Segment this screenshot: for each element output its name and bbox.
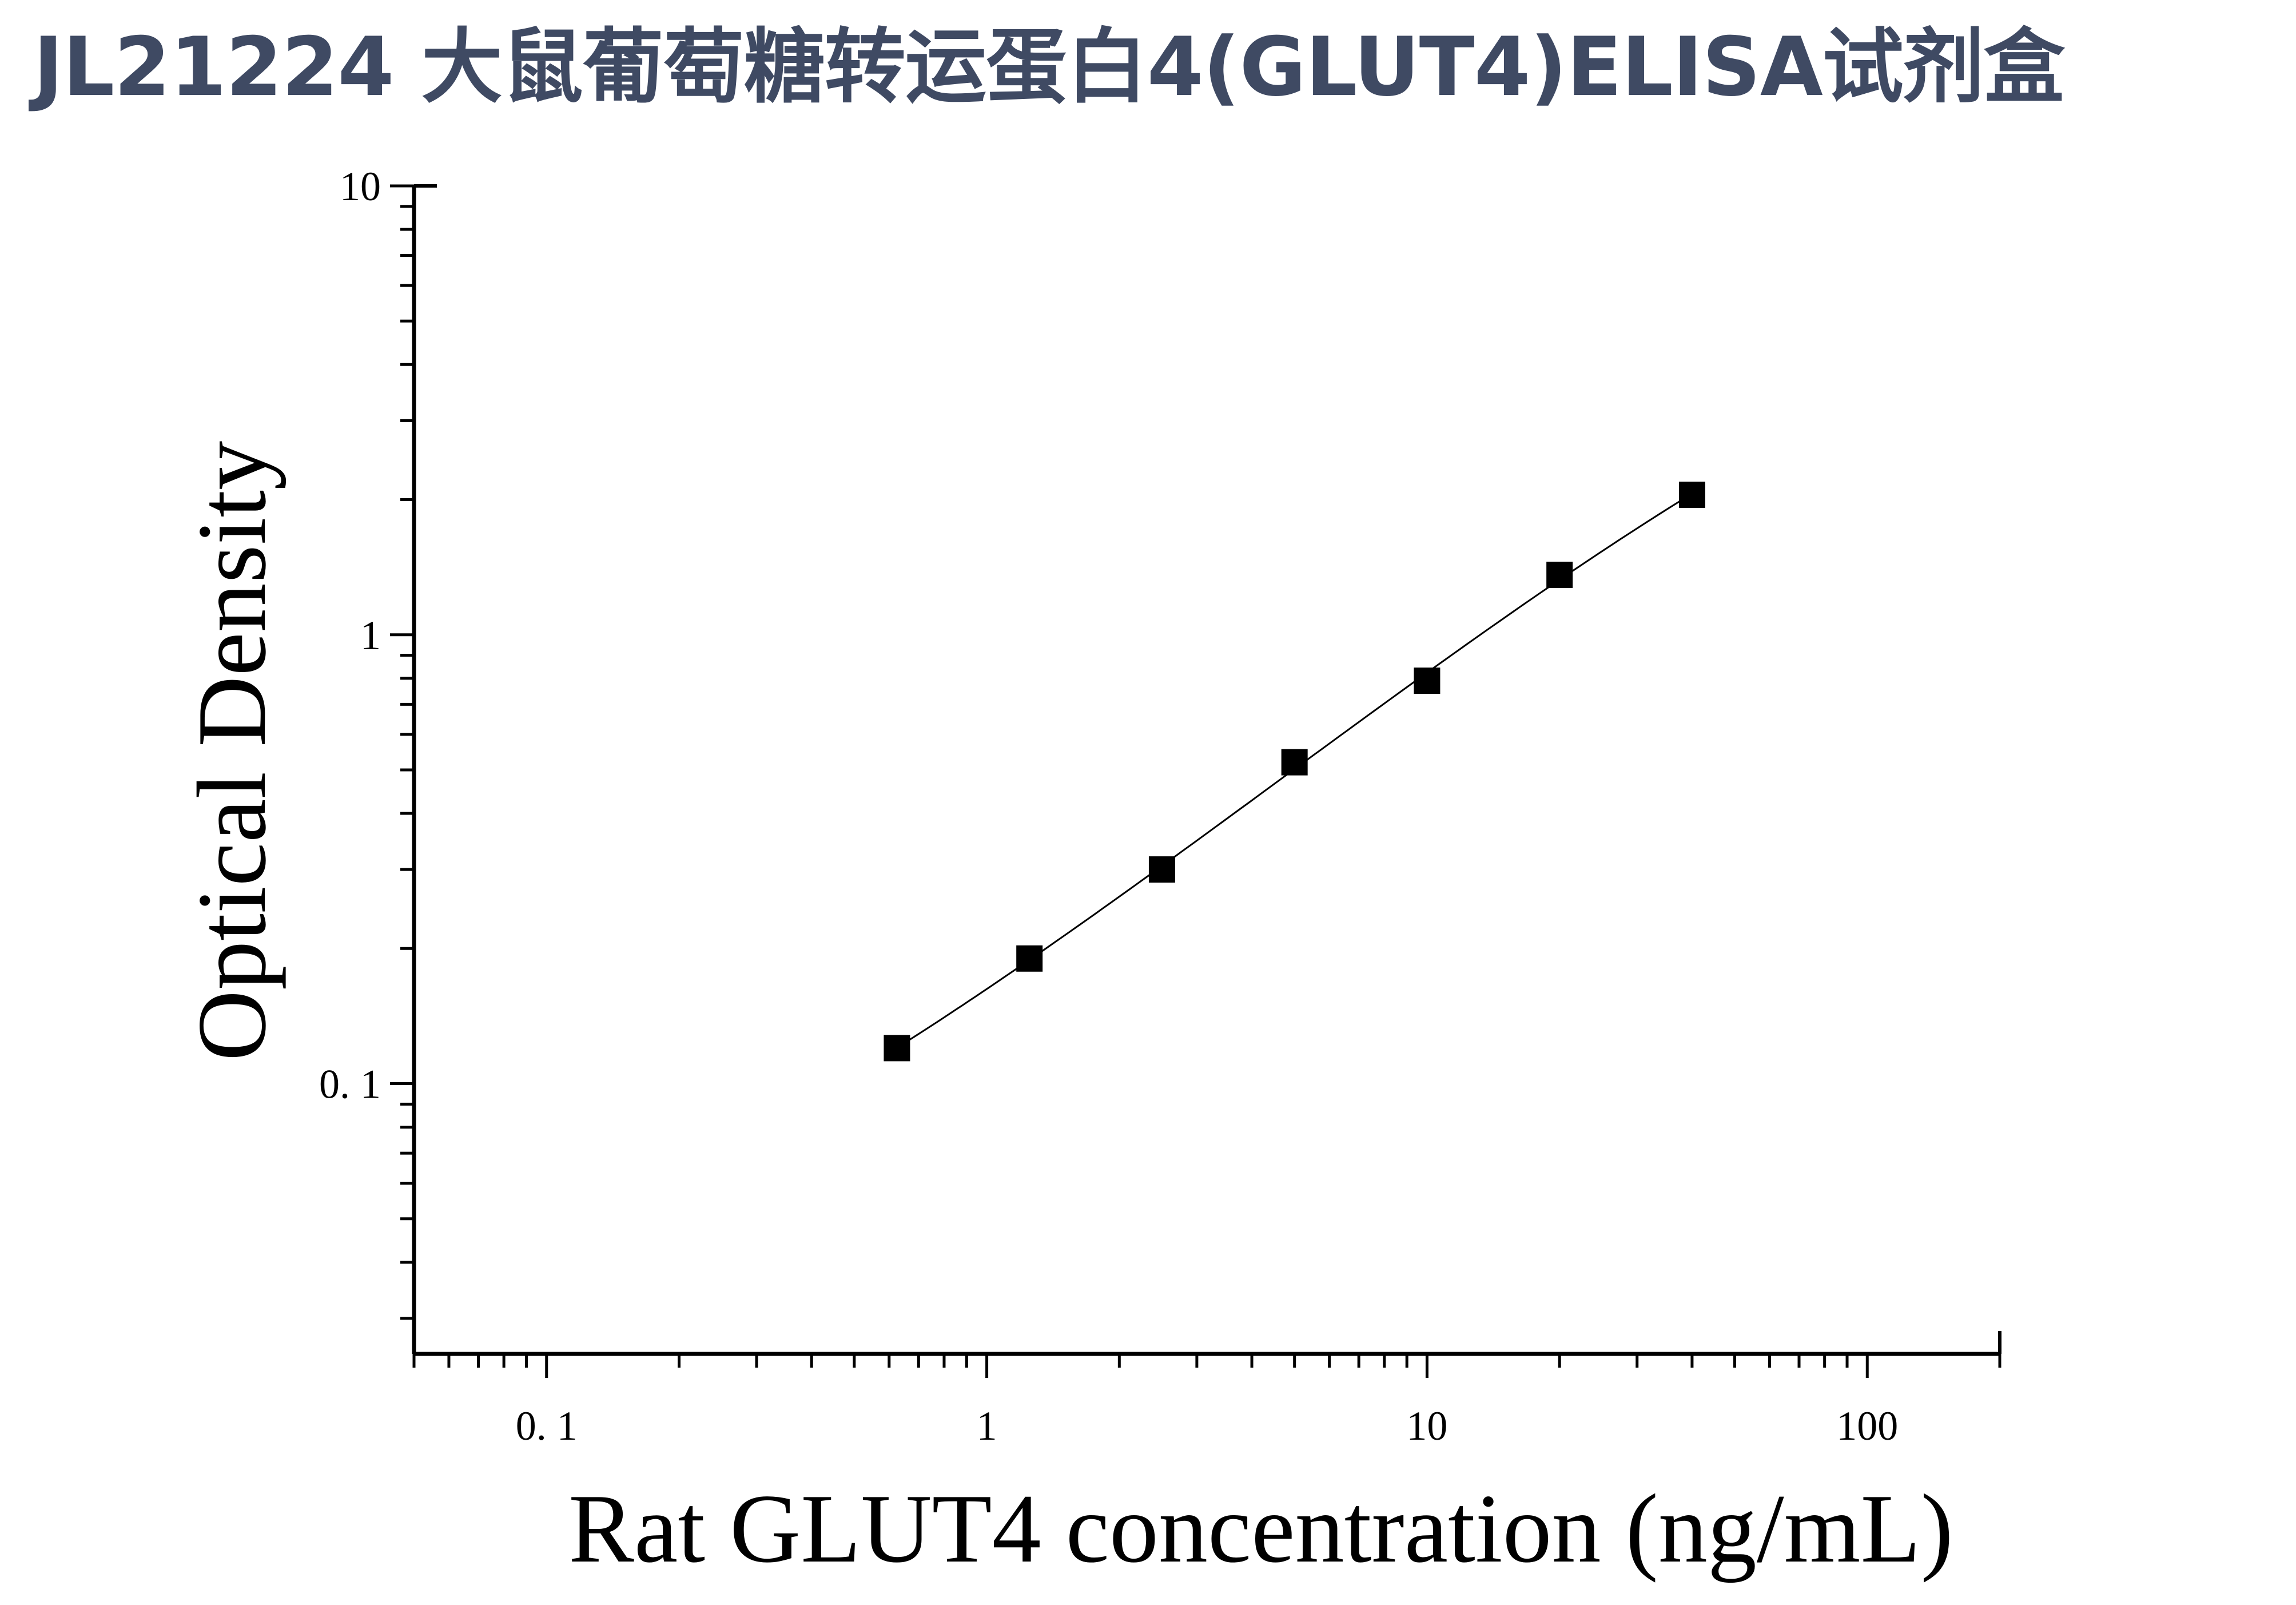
x-tick-label: 0. 1 (516, 1403, 578, 1449)
x-tick-label: 10 (1406, 1403, 1447, 1449)
y-tick-label: 0. 1 (319, 1062, 381, 1107)
x-tick-label: 100 (1836, 1403, 1898, 1449)
tick-labels: 0. 1 1 10 100 0. 1 1 10 (319, 164, 1898, 1449)
x-tick-label: 1 (977, 1403, 997, 1449)
data-point (1281, 749, 1308, 776)
data-point (1678, 482, 1705, 508)
data-point (1016, 945, 1043, 972)
data-point (1414, 668, 1441, 694)
y-axis-title: Optical Density (178, 441, 286, 1061)
x-axis-title: Rat GLUT4 concentration (ng/mL) (568, 1475, 1953, 1583)
y-tick-label: 10 (340, 164, 381, 209)
y-tick-label: 1 (360, 613, 381, 658)
axes (412, 184, 2001, 1356)
data-point (1148, 856, 1175, 883)
page-title: JL21224 大鼠葡萄糖转运蛋白4(GLUT4)ELISA试剂盒 (33, 20, 2065, 114)
data-point (884, 1035, 910, 1062)
data-point (1546, 561, 1573, 588)
data-points (884, 482, 1705, 1062)
ticks (390, 184, 2001, 1378)
